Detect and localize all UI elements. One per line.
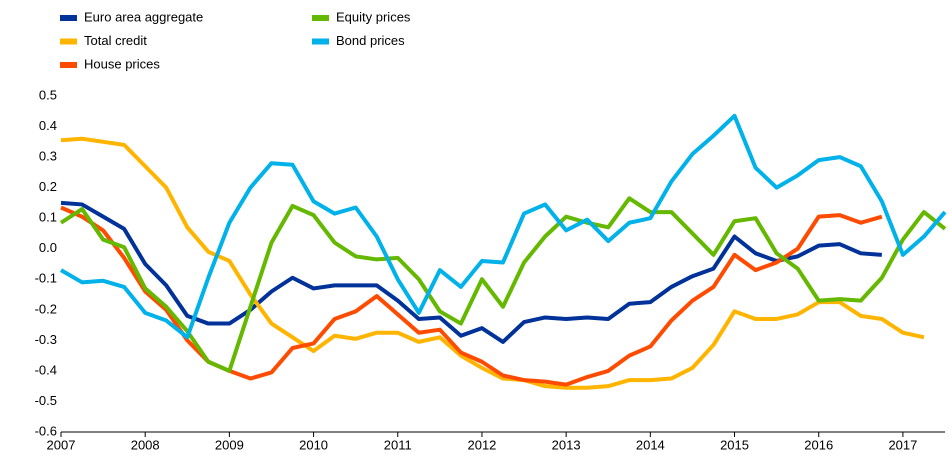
legend-label: Equity prices bbox=[336, 9, 411, 24]
series-line bbox=[60, 205, 883, 387]
series-line bbox=[59, 196, 947, 373]
x-tick-label: 2012 bbox=[467, 437, 496, 452]
x-tick-label: 2017 bbox=[888, 437, 917, 452]
x-tick-label: 2011 bbox=[384, 437, 412, 452]
x-tick-label: 2010 bbox=[299, 437, 328, 452]
series-line bbox=[59, 113, 947, 340]
y-tick-label: -0.2 bbox=[35, 301, 57, 316]
y-tick-label: 0.5 bbox=[39, 87, 57, 102]
x-tick-label: 2015 bbox=[720, 437, 749, 452]
legend-swatch bbox=[60, 15, 77, 21]
x-tick-label: 2009 bbox=[215, 437, 244, 452]
y-tick-label: -0.5 bbox=[35, 393, 57, 408]
legend-label: Total credit bbox=[84, 33, 147, 48]
y-tick-label: 0.4 bbox=[39, 118, 57, 133]
x-tick-label: 2007 bbox=[47, 437, 76, 452]
y-tick-label: -0.1 bbox=[35, 271, 57, 286]
legend-label: Bond prices bbox=[336, 33, 405, 48]
x-tick-label: 2016 bbox=[804, 437, 833, 452]
legend-swatch bbox=[312, 15, 329, 21]
y-tick-label: 0.1 bbox=[39, 210, 57, 225]
legend-swatch bbox=[60, 62, 77, 68]
legend-label: Euro area aggregate bbox=[84, 9, 203, 24]
y-tick-label: 0.0 bbox=[39, 240, 57, 255]
legend-swatch bbox=[60, 38, 77, 45]
y-tick-label: -0.6 bbox=[35, 423, 57, 438]
x-tick-label: 2014 bbox=[636, 437, 665, 452]
y-tick-label: 0.3 bbox=[39, 149, 57, 164]
y-tick-label: 0.2 bbox=[39, 179, 57, 194]
x-tick-label: 2008 bbox=[131, 437, 160, 452]
x-tick-label: 2013 bbox=[552, 437, 581, 452]
y-tick-label: -0.3 bbox=[35, 332, 57, 347]
series-line bbox=[60, 136, 925, 390]
y-tick-label: -0.4 bbox=[35, 362, 57, 377]
series-line bbox=[60, 200, 883, 344]
legend-swatch bbox=[312, 38, 329, 45]
legend-label: House prices bbox=[84, 56, 160, 71]
